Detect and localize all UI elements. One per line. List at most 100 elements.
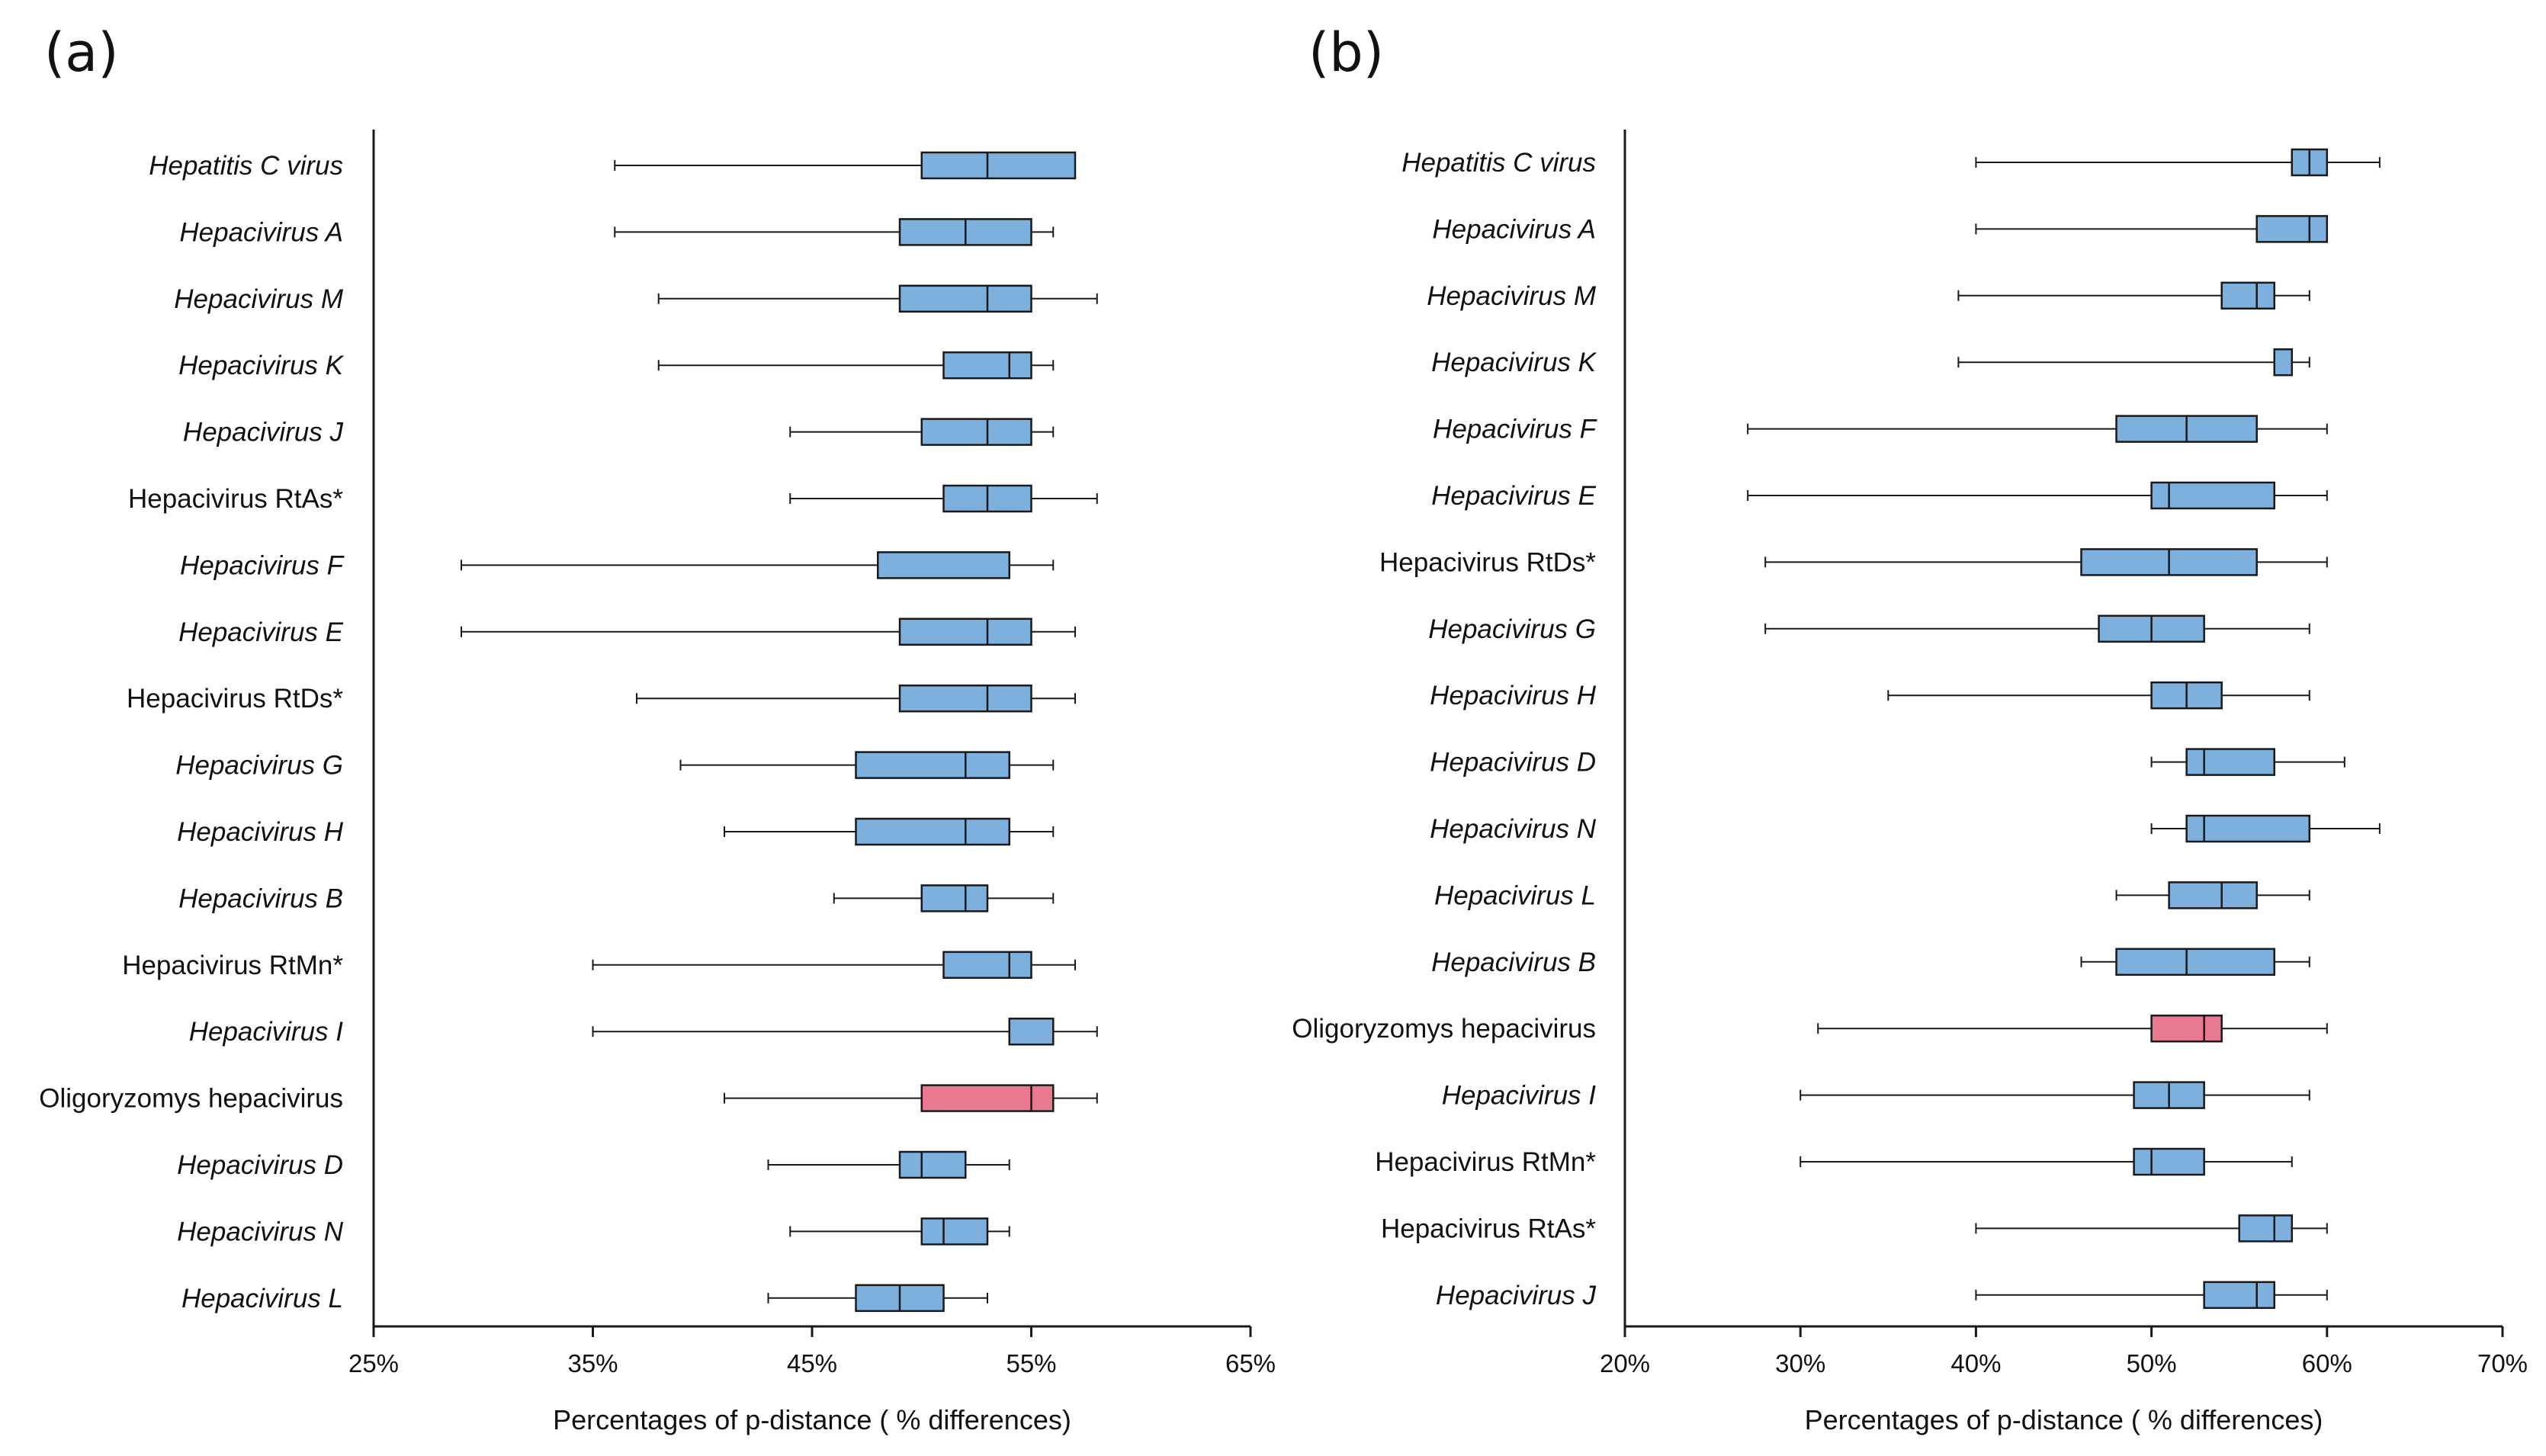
panel-a-x-tick-label: 55% <box>1006 1349 1056 1377</box>
panel-b-box-row: Oligoryzomys hepacivirus <box>1292 1014 2328 1044</box>
panel-a-x-tick-label: 45% <box>787 1349 837 1377</box>
panel-a: 25% 35% 45% 55% 65% Percentages of p-distance… <box>39 130 1276 1435</box>
panel-a-iqr-box <box>898 284 1032 313</box>
panel-a-x-tick-label: 25% <box>348 1349 399 1377</box>
panel-a-box-row: Hepacivirus L <box>181 1284 988 1313</box>
panel-b-box-row: Hepacivirus N <box>1430 814 2381 844</box>
panel-b-box-row: Hepacivirus G <box>1428 614 2310 644</box>
panel-a-category-label: Hepacivirus L <box>181 1284 343 1313</box>
panel-a-iqr-box <box>920 1084 1055 1112</box>
panel-b-iqr-box <box>2150 481 2275 510</box>
panel-a-category-label: Hepacivirus RtMn* <box>122 951 343 980</box>
panel-a-box-row: Hepacivirus RtDs* <box>127 684 1076 714</box>
panel-a-category-label: Hepacivirus B <box>178 884 343 913</box>
panel-b-iqr-box <box>2168 881 2258 909</box>
panel-a-box-row: Hepacivirus I <box>189 1017 1098 1047</box>
panel-a-category-label: Hepacivirus D <box>177 1150 343 1180</box>
panel-b-iqr-box <box>2150 1014 2223 1043</box>
panel-b-iqr-box <box>2238 1214 2294 1243</box>
panel-b-category-label: Hepacivirus RtMn* <box>1375 1147 1596 1177</box>
panel-b-category-label: Hepacivirus K <box>1431 348 1597 377</box>
panel-a-box-row: Hepacivirus F <box>180 550 1055 580</box>
panel-b-box-row: Hepacivirus H <box>1430 681 2310 710</box>
panel-b-category-label: Hepacivirus H <box>1430 681 1597 710</box>
panel-b-iqr-box <box>2255 215 2329 243</box>
panel-b-category-label: Hepacivirus G <box>1428 614 1596 644</box>
panel-b-iqr-box <box>2133 1147 2205 1176</box>
panel-b-category-label: Hepacivirus M <box>1427 281 1597 311</box>
panel-a-box-row: Hepacivirus N <box>177 1217 1010 1246</box>
panel-a-category-label: Hepatitis C virus <box>149 151 343 181</box>
panel-b-x-tick-label: 70% <box>2477 1349 2528 1377</box>
panel-b-box-row: Hepacivirus E <box>1431 481 2328 511</box>
panel-a-x-axis-title: Percentages of p-distance ( % difference… <box>553 1404 1071 1435</box>
panel-a-iqr-box <box>877 551 1010 579</box>
panel-b-x-tick-label: 40% <box>1950 1349 2001 1377</box>
panel-b-category-label: Hepacivirus D <box>1430 748 1596 778</box>
panel-a-box-row: Hepacivirus D <box>177 1150 1010 1180</box>
panel-b-iqr-box <box>2203 1281 2275 1310</box>
panel-a-box-row: Hepacivirus RtMn* <box>122 951 1076 980</box>
panel-a-iqr-box <box>920 151 1077 180</box>
panel-b-box-row: Hepacivirus M <box>1427 281 2310 311</box>
panel-a-box-row: Hepacivirus J <box>183 418 1055 447</box>
panel-a-box-row: Hepacivirus B <box>178 884 1055 913</box>
panel-a-category-label: Hepacivirus E <box>178 617 344 647</box>
panel-a-category-label: Hepacivirus I <box>189 1017 344 1047</box>
panel-b-iqr-box <box>2185 748 2275 776</box>
panel-a-category-label: Hepacivirus F <box>180 550 345 580</box>
panel-b-x-tick-label: 50% <box>2127 1349 2177 1377</box>
panel-b-box-row: Hepacivirus F <box>1433 415 2328 444</box>
panel-b-label: (b) <box>1308 21 1385 84</box>
panel-a-iqr-box <box>920 418 1032 446</box>
panel-b-iqr-box <box>2220 281 2275 310</box>
panel-b-category-label: Hepacivirus L <box>1434 880 1596 910</box>
panel-a-x-tick-label: 65% <box>1225 1349 1276 1377</box>
panel-a-iqr-box <box>920 884 989 912</box>
panel-a-category-label: Hepacivirus M <box>174 284 344 314</box>
panel-b-category-label: Hepacivirus RtDs* <box>1379 547 1596 577</box>
panel-a-category-label: Hepacivirus J <box>183 418 344 447</box>
panel-a-iqr-box <box>920 1217 989 1246</box>
panel-b-box-row: Hepatitis C virus <box>1401 148 2381 178</box>
panel-b-box-row: Hepacivirus RtMn* <box>1375 1147 2293 1177</box>
panel-b-box-row: Hepacivirus L <box>1434 880 2310 910</box>
panel-b-category-label: Hepacivirus N <box>1430 814 1597 844</box>
panel-a-category-label: Oligoryzomys hepacivirus <box>39 1084 343 1114</box>
panel-b-x-axis-title: Percentages of p-distance ( % difference… <box>1805 1404 2323 1435</box>
panel-a-box-row: Hepacivirus H <box>177 817 1055 847</box>
panel-b-x-tick-label: 20% <box>1600 1349 1650 1377</box>
panel-b-iqr-box <box>2115 948 2275 977</box>
panel-a-category-label: Hepacivirus K <box>178 351 345 380</box>
panel-a-label: (a) <box>44 21 119 84</box>
panel-a-box-row: Hepacivirus RtAs* <box>128 484 1098 514</box>
panel-a-category-label: Hepacivirus RtAs* <box>128 484 343 514</box>
panel-b-iqr-box <box>2273 348 2294 377</box>
panel-b-category-label: Hepacivirus I <box>1442 1081 1597 1111</box>
panel-b-box-row: Hepacivirus I <box>1442 1081 2310 1111</box>
panel-b-box-row: Hepacivirus B <box>1431 948 2310 977</box>
panel-a-iqr-box <box>1008 1017 1055 1046</box>
panel-a-box-row: Hepacivirus A <box>179 217 1055 247</box>
panel-a-category-label: Hepacivirus H <box>177 817 344 847</box>
panel-b-category-label: Hepacivirus A <box>1432 214 1596 244</box>
panel-b: 20% 30% 40% 50% 60% 70% Percentages of p-dista… <box>1292 130 2528 1435</box>
panel-a-box-row: Oligoryzomys hepacivirus <box>39 1084 1098 1114</box>
panel-a-box-row: Hepacivirus M <box>174 284 1098 314</box>
panel-a-category-label: Hepacivirus A <box>179 217 343 247</box>
panel-b-category-label: Hepacivirus F <box>1433 415 1598 444</box>
panel-b-box-row: Hepacivirus J <box>1436 1281 2328 1310</box>
panel-b-iqr-box <box>2185 814 2311 843</box>
panel-a-iqr-box <box>855 751 1010 779</box>
panel-b-box-row: Hepacivirus RtDs* <box>1379 547 2328 577</box>
panel-a-iqr-box <box>898 684 1032 713</box>
panel-a-iqr-box <box>855 817 1010 846</box>
panel-a-box-row: Hepacivirus G <box>175 751 1055 781</box>
panel-b-category-label: Hepacivirus B <box>1431 948 1596 977</box>
panel-b-category-label: Hepacivirus RtAs* <box>1381 1214 1596 1243</box>
panel-b-box-row: Hepacivirus D <box>1430 748 2345 778</box>
panel-a-category-label: Hepacivirus G <box>175 751 343 781</box>
panel-b-x-tick-label: 30% <box>1775 1349 1825 1377</box>
panel-a-box-row: Hepatitis C virus <box>149 151 1077 181</box>
